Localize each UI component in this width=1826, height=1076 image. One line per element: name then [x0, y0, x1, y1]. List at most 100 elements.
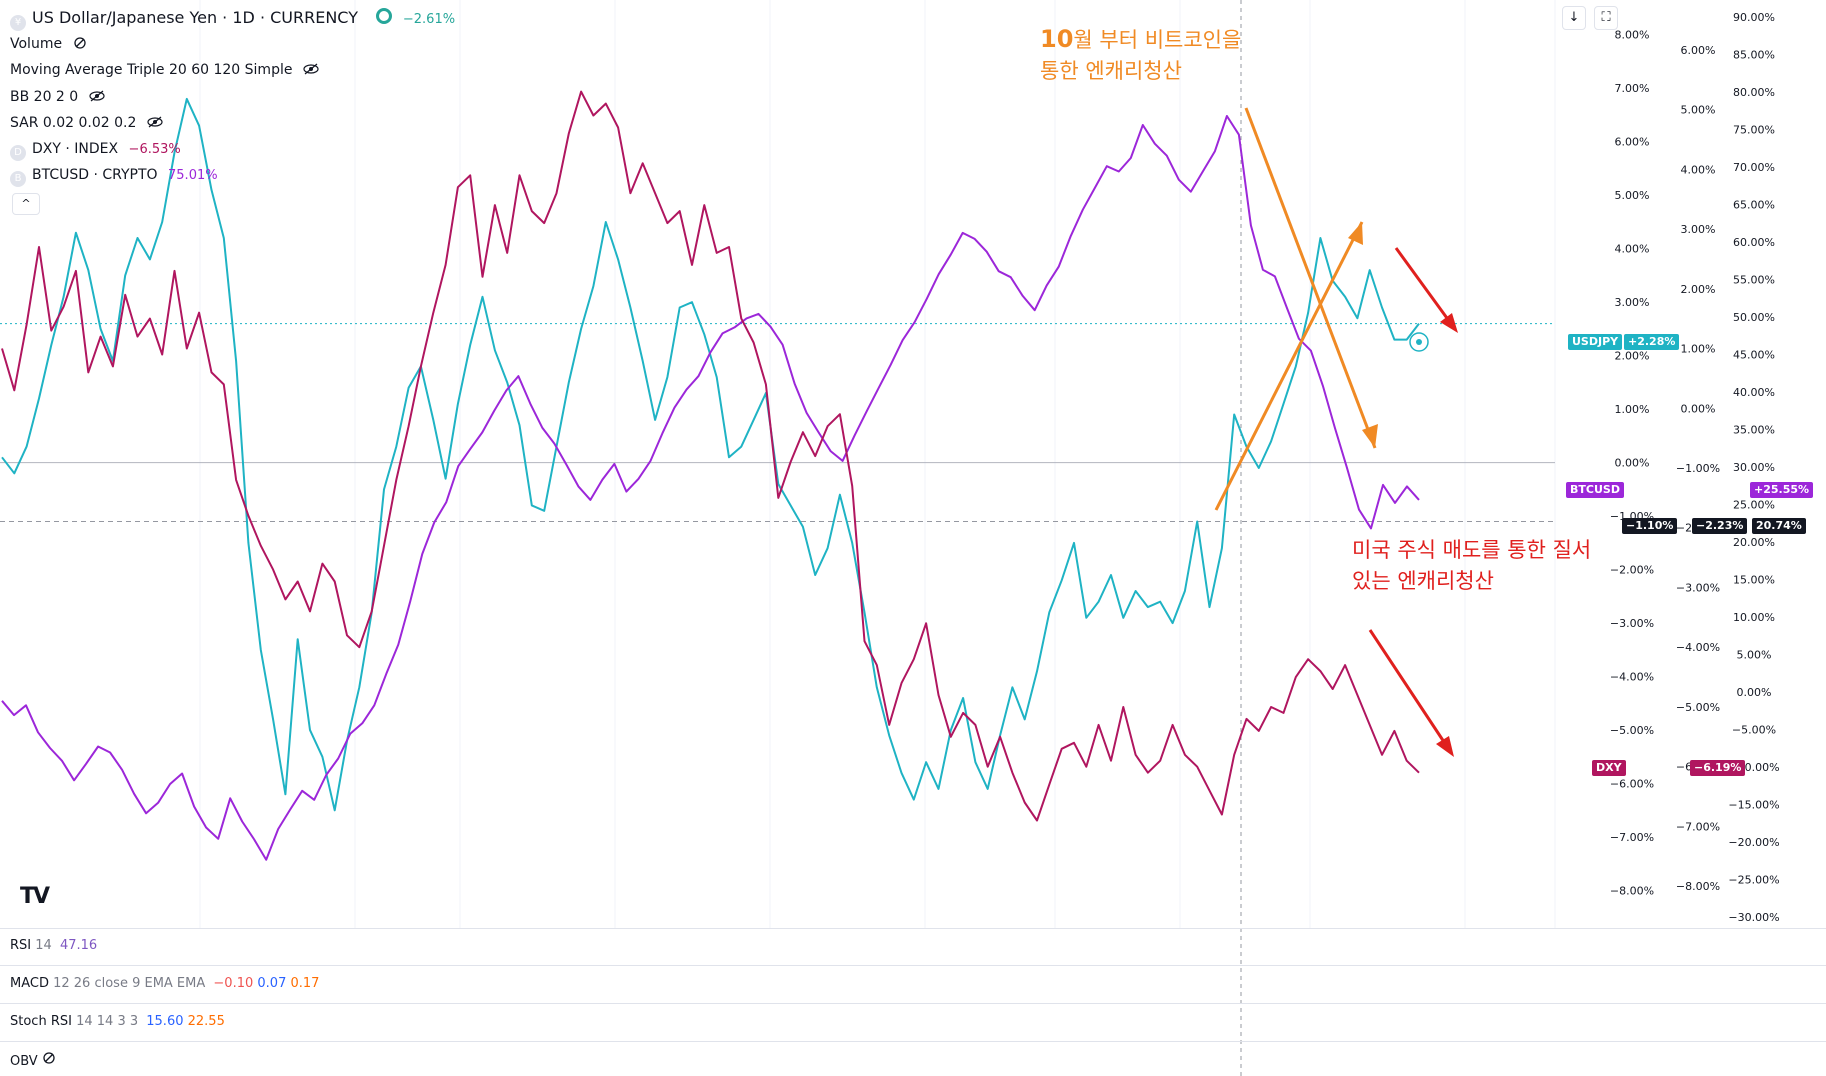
annotation-top-line1: 월 부터 비트코인을 [1073, 28, 1242, 52]
btc-change: 75.01% [168, 168, 218, 183]
axis-tick-label: 6.00% [1615, 136, 1650, 149]
stoch-params: 14 14 3 3 [76, 1014, 139, 1029]
annotation-bottom-line1: 미국 주식 매도를 통한 질서 [1352, 538, 1592, 562]
red-arrowhead-lower [1436, 736, 1454, 757]
axis-tick-label: −20.00% [1728, 836, 1779, 849]
axis-tick-label: 3.00% [1615, 296, 1650, 309]
axis-tick-label: 75.00% [1733, 123, 1775, 136]
axis-tick-label: 40.00% [1733, 386, 1775, 399]
axis-tick-label: 70.00% [1733, 161, 1775, 174]
red-arrow-upper [1394, 247, 1454, 326]
bb-label: BB 20 2 0 [10, 89, 79, 105]
sar-label: SAR 0.02 0.02 0.2 [10, 115, 137, 131]
axis-tick-label: 5.00% [1681, 104, 1716, 117]
obv-name: OBV [10, 1054, 38, 1069]
axis-tick-label: −3.00% [1676, 581, 1720, 594]
usdjpy-badge-value: +2.28% [1628, 335, 1676, 348]
macd-params: 12 26 close 9 EMA EMA [53, 976, 206, 991]
axis-tick-label: −3.00% [1610, 617, 1654, 630]
macd-pane[interactable]: MACD 12 26 close 9 EMA EMA −0.10 0.07 0.… [10, 976, 319, 991]
axis-tick-label: 0.00% [1737, 686, 1772, 699]
annotation-arrows [1214, 107, 1458, 757]
usdjpy-last-point-dot [1416, 339, 1422, 345]
legend-btcusd[interactable]: B BTCUSD · CRYPTO 75.01% [10, 166, 218, 187]
btcusd-series-line [1, 115, 1420, 861]
dxy-badge-name: DXY [1596, 761, 1622, 774]
axis-tick-label: −7.00% [1610, 831, 1654, 844]
eye-off-icon[interactable] [89, 89, 105, 103]
axis-tick-label: −5.00% [1610, 724, 1654, 737]
stoch-k-value: 15.60 [146, 1014, 184, 1029]
dxy-symbol-icon: D [10, 145, 26, 161]
fullscreen-button[interactable]: ⛶ [1594, 6, 1618, 30]
ma-label: Moving Average Triple 20 60 120 Simple [10, 62, 293, 78]
eye-off-icon[interactable] [147, 115, 163, 129]
axis-tick-label: −8.00% [1676, 880, 1720, 893]
axis-tick-label: −25.00% [1728, 873, 1779, 886]
red-arrowhead-upper [1440, 313, 1458, 333]
macd-signal-value: 0.17 [290, 976, 320, 991]
legend-ma[interactable]: Moving Average Triple 20 60 120 Simple [10, 61, 319, 79]
legend-dxy[interactable]: D DXY · INDEX −6.53% [10, 140, 181, 161]
usdjpy-price-badge: USDJPY [1568, 334, 1623, 350]
legend-collapse-button[interactable]: ^ [12, 193, 40, 215]
axis-tick-label: 20.00% [1733, 536, 1775, 549]
hidden-indicator-icon[interactable] [73, 36, 87, 50]
usdjpy-axis: 8.00% 7.00% 6.00% 5.00% 4.00% 3.00% 2.00% 1.00%… [1610, 29, 1654, 898]
macd-name: MACD [10, 976, 49, 991]
axis-tick-label: −8.00% [1610, 885, 1654, 898]
macd-line-value: 0.07 [257, 976, 287, 991]
dxy-badge-value: −6.19% [1694, 761, 1742, 774]
axis-tick-label: 80.00% [1733, 86, 1775, 99]
axis-tick-label: 7.00% [1615, 82, 1650, 95]
pane-separator [0, 928, 1826, 929]
market-status-icon[interactable] [376, 8, 393, 24]
axis-tick-label: −5.00% [1676, 701, 1720, 714]
rsi-name: RSI [10, 938, 32, 953]
eye-off-icon[interactable] [303, 62, 319, 76]
axis-tick-label: 45.00% [1733, 348, 1775, 361]
axis-tick-label: 90.00% [1733, 11, 1775, 24]
axis-tick-label: −7.00% [1676, 820, 1720, 833]
legend-volume[interactable]: Volume [10, 35, 87, 53]
legend-sar[interactable]: SAR 0.02 0.02 0.2 [10, 114, 163, 132]
axis-tick-label: 3.00% [1681, 223, 1716, 236]
btcusd-badge-name: BTCUSD [1570, 483, 1620, 496]
axis-tick-label: −2.00% [1610, 564, 1654, 577]
symbol-change: −2.61% [402, 12, 456, 27]
dxy-series-line [1, 90, 1420, 822]
expand-icon: ⛶ [1601, 10, 1611, 25]
axis-tick-label: −30.00% [1728, 911, 1779, 924]
stoch-name: Stoch RSI [10, 1014, 72, 1029]
stoch-rsi-pane[interactable]: Stoch RSI 14 14 3 3 15.60 22.55 [10, 1014, 225, 1029]
axis-tick-label: 1.00% [1615, 403, 1650, 416]
crosshair-usdjpy-value: −1.10% [1626, 519, 1674, 532]
rsi-pane[interactable]: RSI 14 47.16 [10, 938, 97, 953]
pane-separator [0, 1041, 1826, 1042]
orange-arrowhead-up [1348, 222, 1363, 245]
arrow-down-icon: ↓ [1568, 10, 1580, 25]
usdjpy-symbol-icon: ¥ [10, 15, 26, 31]
legend-bb[interactable]: BB 20 2 0 [10, 88, 105, 106]
axis-tick-label: 0.00% [1681, 402, 1716, 415]
orange-arrow-down [1244, 107, 1377, 449]
axis-tick-label: −15.00% [1728, 798, 1779, 811]
chart-grid [199, 0, 1556, 928]
dxy-name-badge: DXY [1592, 760, 1626, 776]
pane-separator [0, 965, 1826, 966]
obv-pane[interactable]: OBV [10, 1051, 56, 1069]
volume-label: Volume [10, 36, 63, 52]
red-arrow-lower [1368, 629, 1450, 749]
download-button[interactable]: ↓ [1562, 6, 1586, 30]
axis-tick-label: 5.00% [1737, 648, 1772, 661]
axis-tick-label: 2.00% [1681, 283, 1716, 296]
axis-tick-label: −6.00% [1610, 778, 1654, 791]
usdjpy-badge-name: USDJPY [1572, 335, 1619, 348]
axis-tick-label: −4.00% [1610, 671, 1654, 684]
series-lines [1, 90, 1420, 861]
axis-tick-label: 2.00% [1615, 350, 1650, 363]
axis-tick-label: 0.00% [1615, 457, 1650, 470]
axis-tick-label: 60.00% [1733, 236, 1775, 249]
hidden-indicator-icon[interactable] [42, 1052, 56, 1069]
